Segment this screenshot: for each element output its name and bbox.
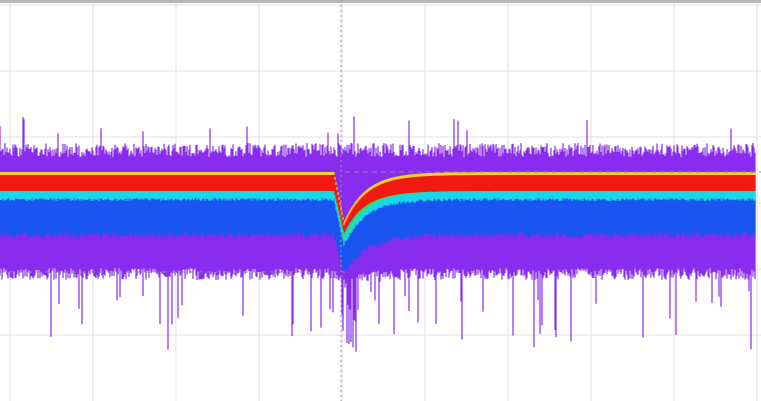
- oscilloscope-display: [0, 0, 761, 401]
- screen: (() => { const svg = document.getElement…: [0, 0, 761, 401]
- page: {} html, body { margin: 0; padding: 0; w…: [0, 0, 761, 401]
